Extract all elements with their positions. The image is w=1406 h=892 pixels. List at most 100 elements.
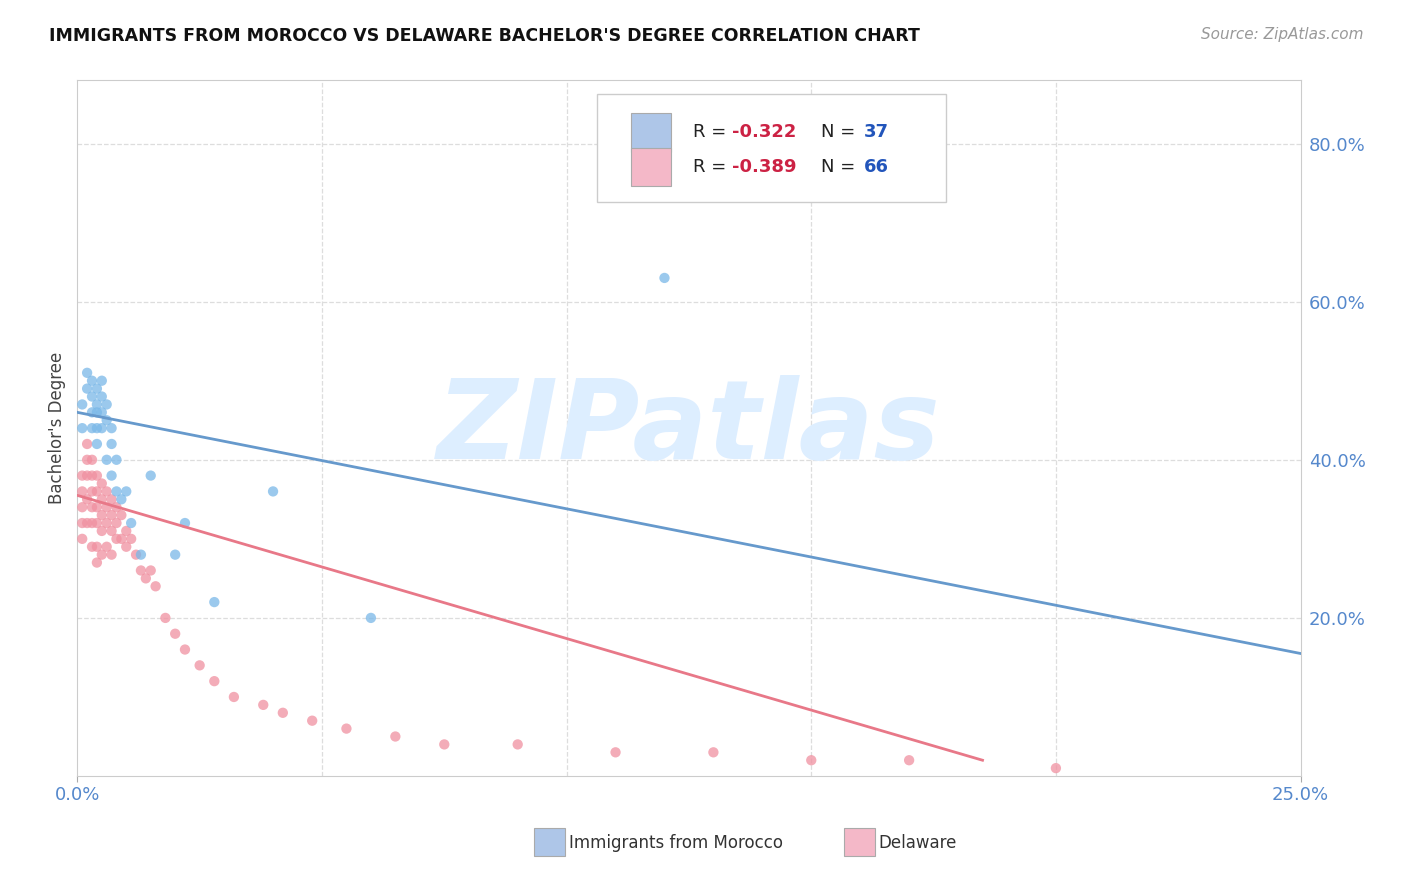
Point bbox=[76, 366, 98, 380]
Text: R =: R = bbox=[693, 123, 731, 142]
Point bbox=[105, 500, 128, 515]
Text: IMMIGRANTS FROM MOROCCO VS DELAWARE BACHELOR'S DEGREE CORRELATION CHART: IMMIGRANTS FROM MOROCCO VS DELAWARE BACH… bbox=[49, 27, 920, 45]
Point bbox=[100, 421, 122, 435]
Point bbox=[922, 153, 945, 167]
Point bbox=[80, 500, 103, 515]
Point bbox=[105, 452, 128, 467]
Point bbox=[100, 492, 122, 507]
Bar bbox=[631, 148, 671, 186]
Point bbox=[70, 516, 93, 530]
Point bbox=[96, 500, 118, 515]
Point bbox=[70, 500, 93, 515]
Point bbox=[90, 374, 112, 388]
Point bbox=[76, 516, 98, 530]
Point bbox=[105, 532, 128, 546]
Point bbox=[90, 548, 112, 562]
Point bbox=[145, 579, 167, 593]
Point bbox=[252, 698, 274, 712]
Point bbox=[125, 548, 148, 562]
Point bbox=[90, 492, 112, 507]
Point bbox=[702, 745, 724, 759]
Point bbox=[80, 452, 103, 467]
Point bbox=[76, 468, 98, 483]
Point bbox=[335, 722, 357, 736]
Text: Source: ZipAtlas.com: Source: ZipAtlas.com bbox=[1201, 27, 1364, 42]
Text: ZIPatlas: ZIPatlas bbox=[437, 375, 941, 482]
Point bbox=[105, 484, 128, 499]
Point bbox=[80, 516, 103, 530]
Text: Immigrants from Morocco: Immigrants from Morocco bbox=[569, 834, 783, 852]
Point bbox=[165, 626, 187, 640]
Point bbox=[90, 421, 112, 435]
Point bbox=[86, 540, 108, 554]
Point bbox=[100, 468, 122, 483]
Point bbox=[80, 405, 103, 419]
Point bbox=[1045, 761, 1067, 775]
Point bbox=[96, 413, 118, 427]
Point bbox=[384, 730, 406, 744]
Point bbox=[115, 524, 138, 538]
Point bbox=[222, 690, 245, 704]
Point bbox=[120, 532, 142, 546]
Point bbox=[188, 658, 211, 673]
Point bbox=[202, 674, 225, 689]
Point bbox=[86, 484, 108, 499]
Point bbox=[90, 476, 112, 491]
Y-axis label: Bachelor's Degree: Bachelor's Degree bbox=[48, 352, 66, 504]
Point bbox=[360, 611, 382, 625]
Point bbox=[90, 390, 112, 404]
Point bbox=[110, 532, 132, 546]
Point bbox=[271, 706, 294, 720]
Point bbox=[174, 642, 197, 657]
Point bbox=[139, 564, 162, 578]
Point bbox=[115, 540, 138, 554]
Point bbox=[100, 508, 122, 523]
Point bbox=[70, 397, 93, 411]
Point bbox=[90, 508, 112, 523]
Point bbox=[110, 508, 132, 523]
Point bbox=[86, 421, 108, 435]
Point bbox=[70, 532, 93, 546]
Point bbox=[86, 500, 108, 515]
Point bbox=[76, 492, 98, 507]
Point bbox=[70, 484, 93, 499]
Point bbox=[86, 516, 108, 530]
Point bbox=[96, 516, 118, 530]
Point bbox=[155, 611, 177, 625]
Point bbox=[80, 540, 103, 554]
Point bbox=[898, 753, 921, 767]
Point bbox=[76, 382, 98, 396]
Point bbox=[105, 516, 128, 530]
Point bbox=[90, 524, 112, 538]
Point bbox=[800, 753, 823, 767]
Point bbox=[80, 421, 103, 435]
Text: Delaware: Delaware bbox=[879, 834, 957, 852]
Text: N =: N = bbox=[821, 123, 860, 142]
Point bbox=[605, 745, 627, 759]
Point bbox=[70, 421, 93, 435]
Point bbox=[90, 405, 112, 419]
Point bbox=[110, 492, 132, 507]
Point bbox=[202, 595, 225, 609]
Point bbox=[86, 382, 108, 396]
Point bbox=[86, 405, 108, 419]
Point bbox=[96, 452, 118, 467]
Point bbox=[96, 540, 118, 554]
Point bbox=[100, 524, 122, 538]
Point bbox=[129, 564, 152, 578]
Point bbox=[174, 516, 197, 530]
Point bbox=[120, 516, 142, 530]
Point bbox=[86, 397, 108, 411]
Text: 66: 66 bbox=[863, 158, 889, 177]
Point bbox=[115, 484, 138, 499]
FancyBboxPatch shape bbox=[598, 95, 946, 202]
Point bbox=[100, 548, 122, 562]
Point bbox=[506, 738, 529, 752]
Point bbox=[80, 374, 103, 388]
Point bbox=[262, 484, 284, 499]
Point bbox=[76, 437, 98, 451]
Point bbox=[433, 738, 456, 752]
Point bbox=[80, 468, 103, 483]
Point bbox=[135, 571, 157, 585]
Point bbox=[76, 452, 98, 467]
